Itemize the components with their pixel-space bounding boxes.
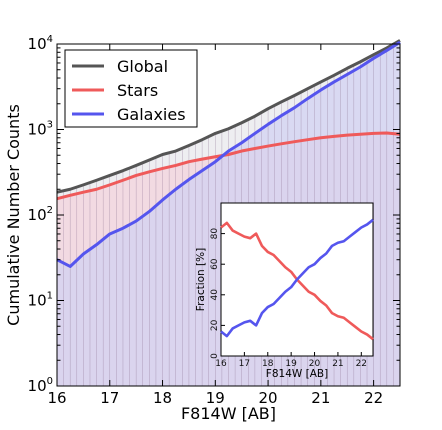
x-tick-label: 16 [47,389,66,407]
series-line-galaxies [56,40,401,268]
y-tick-label: 103 [28,120,53,139]
inset-y-axis-title: Fraction [%] [195,248,207,311]
x-tick-label: 21 [311,389,330,407]
y-tick-exponent: 0 [47,376,53,387]
x-tick-label: 17 [100,389,119,407]
inset-y-tick-label: 0 [210,353,220,359]
main-series-lines [56,39,401,268]
y-tick-label: 104 [28,34,53,53]
inset-x-axis-title: F814W [AB] [266,368,328,380]
series-line-global [56,39,401,194]
inset-y-tick-label: 60 [210,258,220,270]
y-tick-exponent: 1 [47,291,53,302]
inset-y-tick-label: 20 [210,319,220,331]
legend-label-global: Global [117,57,168,76]
inset-fraction-panel: 16 17 18 19 20 21 22 0 20 40 60 80 F814W [AB] Fractio… [195,202,374,380]
y-tick-exponent: 3 [47,120,53,131]
y-tick-label: 101 [28,291,53,310]
inset-x-tick-label: 18 [262,359,274,369]
y-axis-title: Cumulative Number Counts [4,104,23,326]
series-line-stars [56,131,401,201]
legend-label-galaxies: Galaxies [117,105,186,124]
y-tick-exponent: 2 [47,205,53,216]
y-tick-label: 102 [28,205,53,224]
inset-x-tick-label: 21 [332,359,343,369]
inset-y-tick-label: 80 [210,228,220,240]
inset-x-tick-label: 22 [356,359,367,369]
x-tick-label: 20 [259,389,278,407]
x-axis-title: F814W [AB] [181,404,276,423]
legend: Global Stars Galaxies [64,49,198,128]
x-tick-label: 22 [364,389,383,407]
inset-line-galaxies [220,218,374,338]
x-tick-label: 18 [153,389,172,407]
legend-label-stars: Stars [117,81,158,100]
inset-x-tick-label: 19 [285,359,297,369]
inset-x-tick-label: 20 [309,359,321,369]
y-tick-exponent: 4 [47,34,53,45]
inset-y-tick-label: 40 [210,289,220,301]
inset-x-tick-label: 17 [239,359,250,369]
x-tick-label: 19 [206,389,225,407]
inset-x-tick-label: 16 [215,359,227,369]
